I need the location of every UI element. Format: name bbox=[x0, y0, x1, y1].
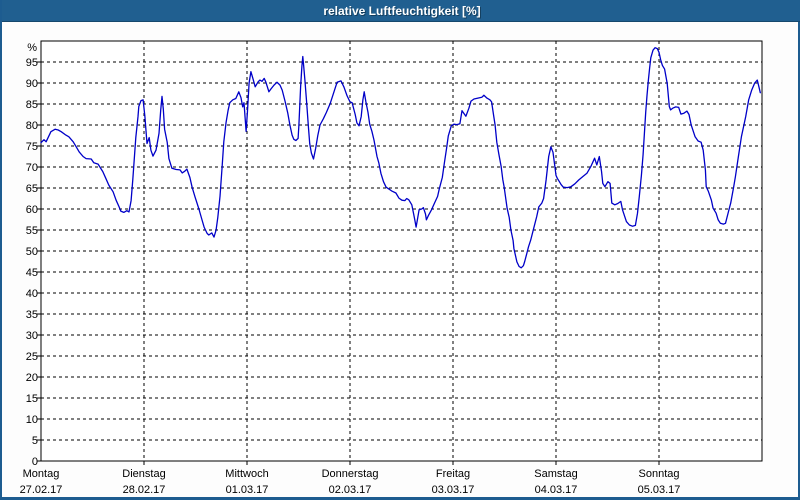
y-tick-label: 5 bbox=[32, 435, 38, 447]
y-axis-unit-label: % bbox=[27, 42, 37, 54]
x-day-label: Mittwoch bbox=[225, 468, 268, 480]
y-tick-label: 25 bbox=[26, 351, 38, 363]
y-tick-label: 50 bbox=[26, 246, 38, 258]
y-tick-label: 55 bbox=[26, 225, 38, 237]
y-tick-label: 20 bbox=[26, 372, 38, 384]
y-tick-label: 10 bbox=[26, 414, 38, 426]
y-tick-label: 30 bbox=[26, 330, 38, 342]
plot-border bbox=[40, 40, 763, 462]
y-tick-label: 45 bbox=[26, 267, 38, 279]
y-tick-label: 40 bbox=[26, 288, 38, 300]
y-tick-label: 90 bbox=[26, 78, 38, 90]
x-day-label: Dienstag bbox=[122, 468, 165, 480]
y-tick-label: 15 bbox=[26, 393, 38, 405]
window-title: relative Luftfeuchtigkeit [%] bbox=[323, 4, 481, 18]
x-day-label: Donnerstag bbox=[322, 468, 379, 480]
x-date-label: 28.02.17 bbox=[123, 484, 166, 496]
y-tick-label: 75 bbox=[26, 141, 38, 153]
x-day-label: Samstag bbox=[534, 468, 577, 480]
y-tick-label: 35 bbox=[26, 309, 38, 321]
y-tick-label: 60 bbox=[26, 204, 38, 216]
x-day-label: Montag bbox=[23, 468, 60, 480]
y-tick-label: 70 bbox=[26, 162, 38, 174]
y-tick-label: 85 bbox=[26, 99, 38, 111]
y-tick-label: 95 bbox=[26, 57, 38, 69]
y-tick-label: 80 bbox=[26, 120, 38, 132]
window-titlebar: relative Luftfeuchtigkeit [%] bbox=[2, 0, 800, 22]
x-date-label: 05.03.17 bbox=[638, 484, 681, 496]
x-date-label: 27.02.17 bbox=[20, 484, 63, 496]
y-tick-label: 0 bbox=[32, 456, 38, 468]
x-date-label: 04.03.17 bbox=[535, 484, 578, 496]
x-day-label: Freitag bbox=[436, 468, 470, 480]
x-date-label: 03.03.17 bbox=[432, 484, 475, 496]
y-tick-label: 65 bbox=[26, 183, 38, 195]
x-date-label: 01.03.17 bbox=[226, 484, 269, 496]
x-date-label: 02.03.17 bbox=[329, 484, 372, 496]
humidity-line bbox=[40, 47, 761, 269]
x-day-label: Sonntag bbox=[639, 468, 680, 480]
